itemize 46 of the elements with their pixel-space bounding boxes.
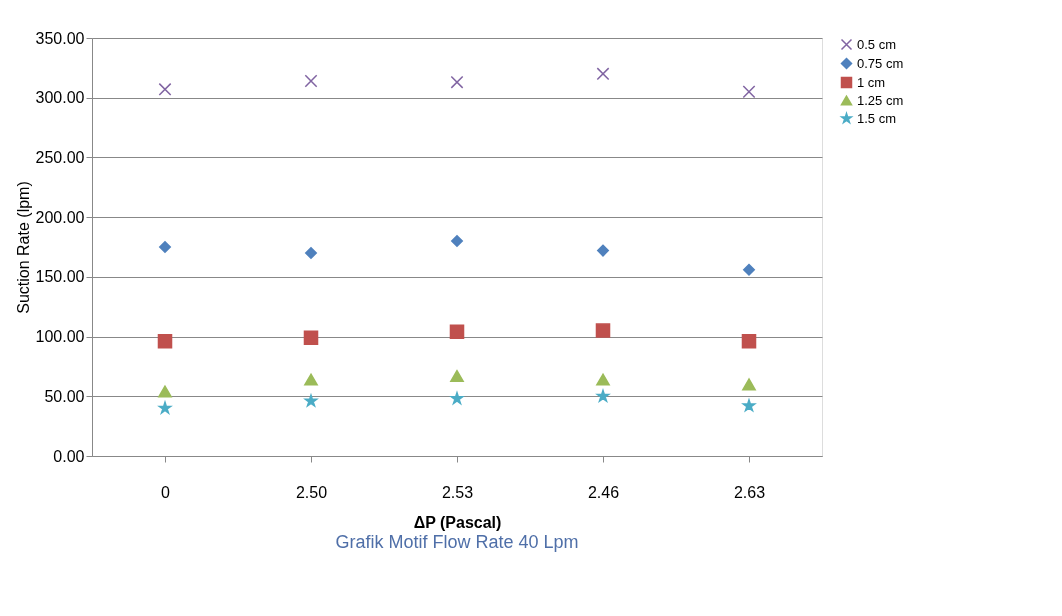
y-tick-label: 100.00 [35,328,85,346]
y-tick-label: 300.00 [35,89,85,107]
y-tick-label: 0.00 [53,447,85,465]
legend-label: 0.75 cm [857,55,904,71]
point [743,263,755,276]
point [304,394,318,407]
point [303,330,319,346]
point [742,378,756,391]
point [596,373,610,386]
point [742,399,756,412]
point [450,369,464,383]
y-axis-title: Suction Rate (lpm) [14,181,32,314]
point [450,75,464,89]
point [597,244,609,257]
point [596,67,610,81]
text: Grafik Motif Flow Rate 40 Lpm [335,532,579,552]
point [158,385,172,398]
point [158,401,172,414]
point [742,85,756,99]
x-tick-label: 2.63 [733,483,766,501]
point [304,373,318,386]
point [305,246,317,259]
legend-label: 1 cm [857,74,886,90]
x-tick-label: 0 [161,483,171,501]
point [449,324,465,340]
legend-label: 1.5 cm [857,110,897,126]
point [450,392,464,405]
x-tick-label: 2.53 [441,483,474,501]
legend-label: 0.5 cm [857,36,897,52]
y-tick-label: 200.00 [35,208,85,226]
point [741,334,757,349]
x-tick-label: 2.50 [295,483,328,501]
y-tick-label: 250.00 [35,148,85,166]
legend-label: 1.25 cm [857,92,904,108]
x-axis-title: ΔP (Pascal) [413,513,502,531]
y-tick-label: 350.00 [35,29,85,47]
x-tick-label: 2.46 [587,483,620,501]
y-tick-label: 50.00 [44,387,85,405]
point [159,241,171,253]
point [157,334,173,349]
point [304,74,318,88]
point [158,82,172,96]
point [596,389,610,402]
point [595,323,611,338]
y-tick-label: 150.00 [35,268,85,286]
point [451,235,463,248]
